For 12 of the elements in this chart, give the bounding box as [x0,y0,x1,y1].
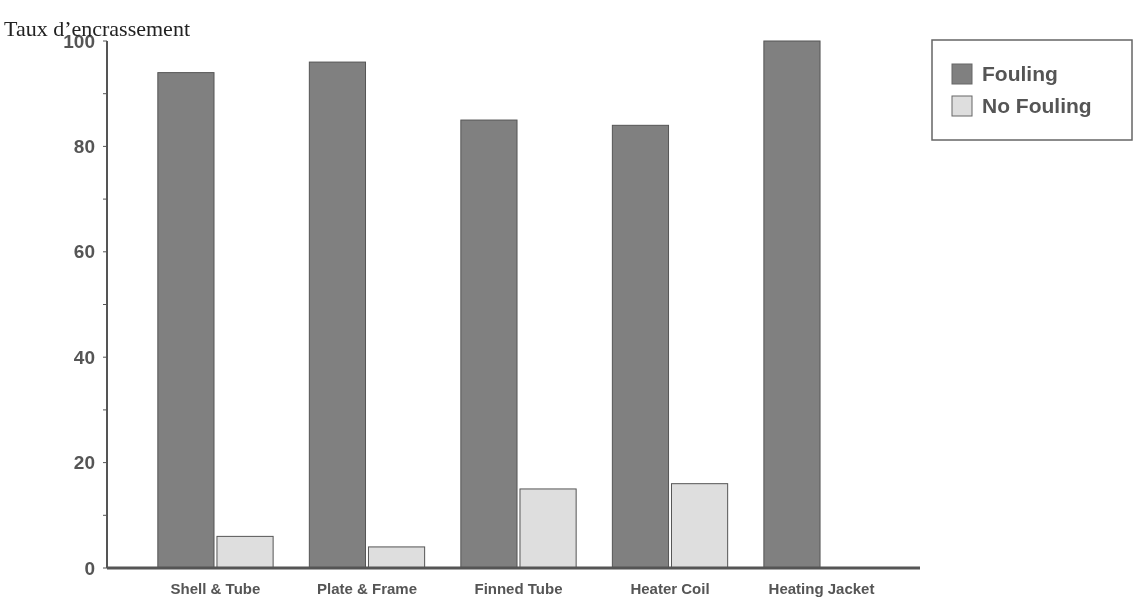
y-tick-label: 20 [73,452,95,474]
x-tick-label: Shell & Tube [170,580,261,597]
x-tick-label: Heater Coil [630,580,710,597]
x-tick-label: Finned Tube [474,580,563,597]
y-tick-label: 40 [73,346,95,368]
y-tick-label: 80 [73,136,95,158]
x-tick-label: Heating Jacket [768,580,875,597]
legend-label: Fouling [982,62,1058,86]
y-tick-label: 60 [73,241,95,263]
legend-label: No Fouling [982,94,1092,118]
y-tick-label: 0 [84,557,95,579]
x-tick-label: Plate & Frame [316,580,418,597]
